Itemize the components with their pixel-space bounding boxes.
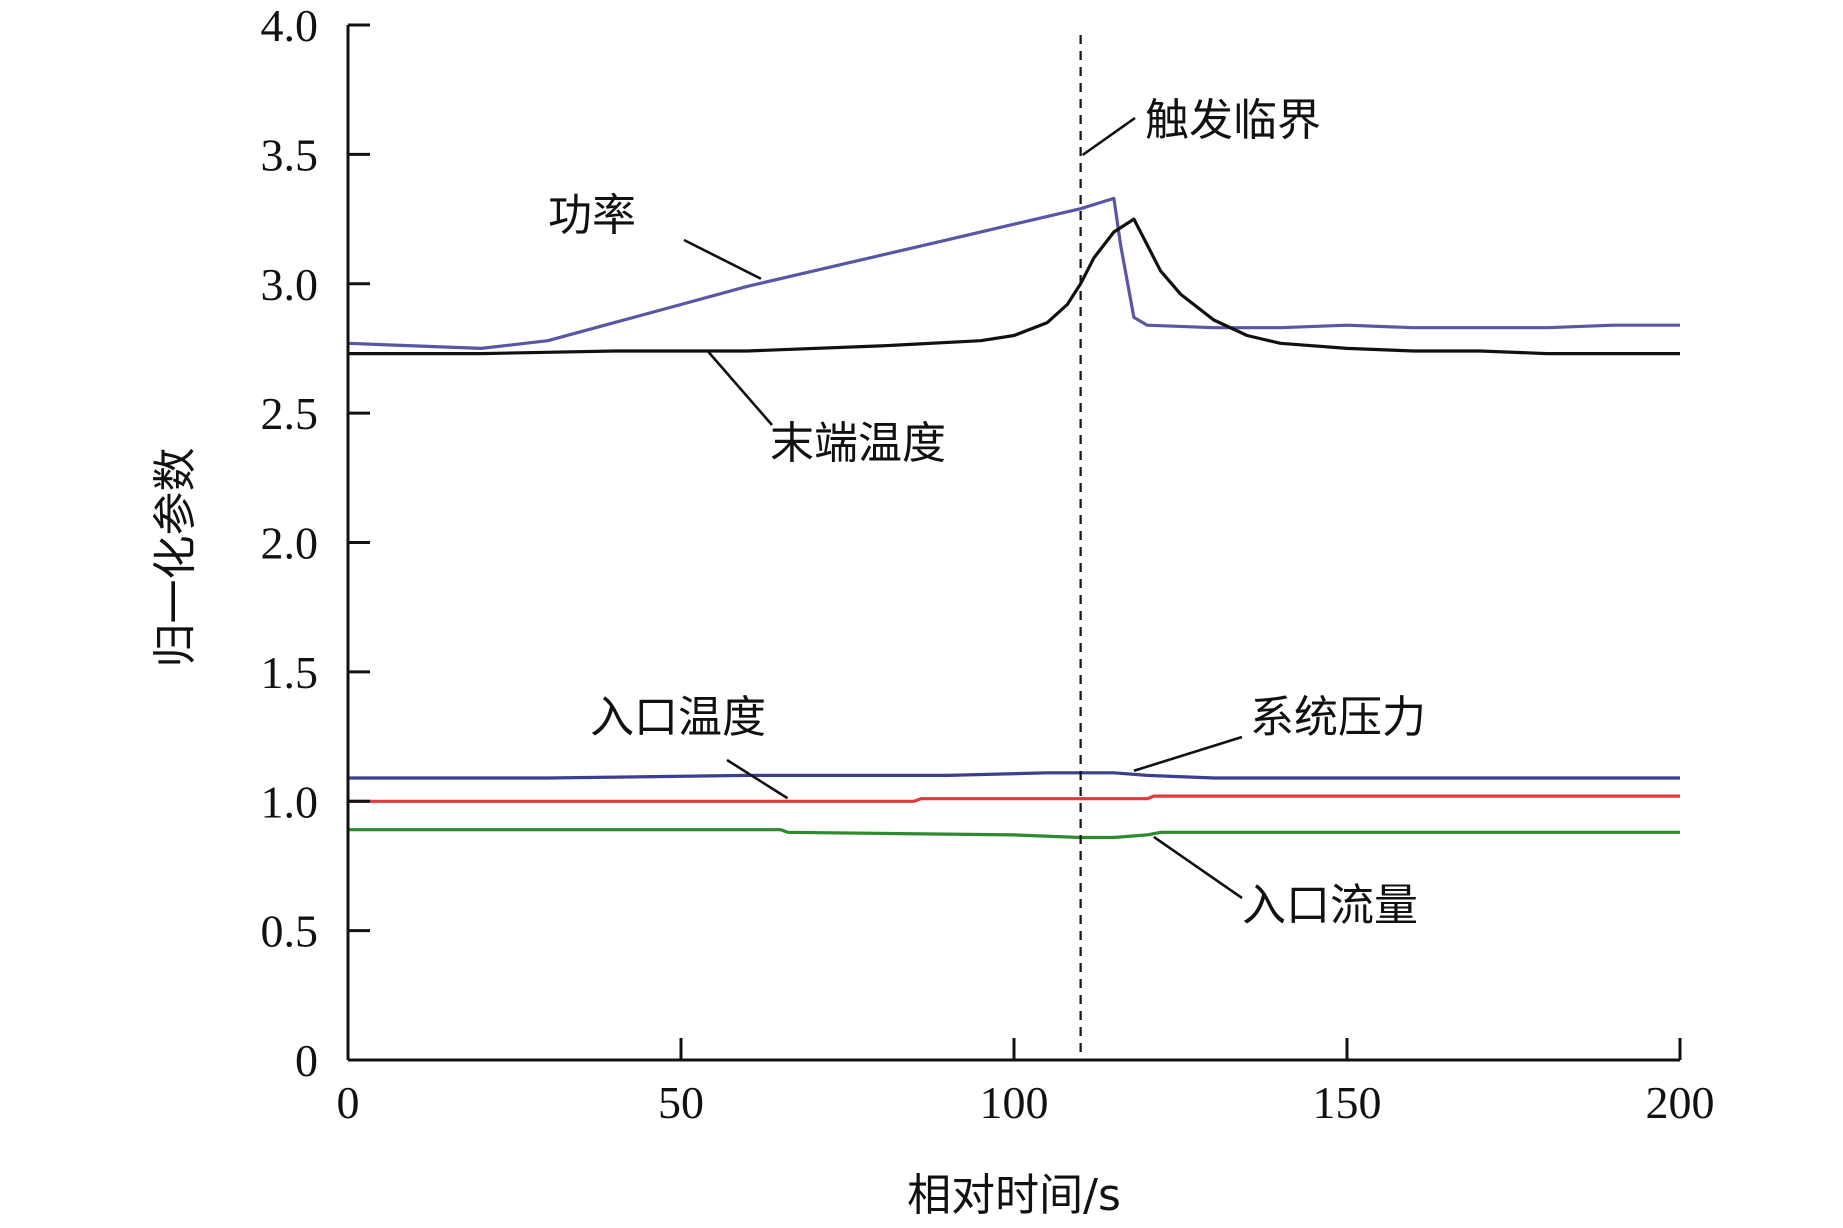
y-tick-label: 2.5 [261, 388, 319, 439]
y-tick-label: 2.0 [261, 518, 319, 569]
series-line-2 [348, 771, 1680, 780]
annotation-power-label: 功率 [548, 190, 636, 241]
annotation-inlet-flow-label: 入口流量 [1242, 880, 1418, 931]
annotation-system-pressure-leader [1133, 735, 1243, 773]
y-tick-label: 3.5 [261, 129, 319, 180]
x-tick-label: 150 [1313, 1077, 1382, 1128]
y-tick-label: 1.5 [261, 647, 319, 698]
x-axis-title: 相对时间/s [907, 1170, 1121, 1221]
annotation-end-temperature-leader [706, 350, 773, 426]
series-line-0 [347, 196, 1680, 350]
x-tick-label: 50 [658, 1077, 704, 1128]
x-tick-label: 200 [1646, 1077, 1715, 1128]
annotation-critical-label: 触发临界 [1145, 95, 1321, 146]
x-tick-label: 100 [980, 1077, 1049, 1128]
axes: 0 0.5 1.0 1.5 2.0 2.5 3.0 3.5 4.0 0 50 100 150 200 [261, 0, 1715, 1128]
series-line-1 [348, 217, 1680, 356]
annotation-end-temperature-label: 末端温度 [770, 418, 946, 469]
y-tick-label: 0.5 [261, 906, 319, 957]
annotation-inlet-temperature-label: 入口温度 [590, 692, 766, 743]
annotation-critical-leader [1081, 116, 1136, 157]
annotation-system-pressure-label: 系统压力 [1250, 692, 1426, 743]
series-line-3 [348, 794, 1680, 803]
annotation-inlet-temperature-leader [726, 758, 789, 800]
y-axis-title: 归一化参数 [150, 448, 201, 668]
series-line-4 [348, 828, 1680, 840]
y-tick-label: 4.0 [261, 0, 319, 51]
x-tick-label: 0 [337, 1077, 360, 1128]
y-tick-label: 1.0 [261, 776, 319, 827]
y-tick-label: 0 [295, 1035, 318, 1086]
plot-lines [347, 196, 1680, 840]
annotation-inlet-flow-leader [1153, 835, 1243, 900]
annotation-power-leader [683, 238, 762, 280]
y-tick-label: 3.0 [261, 259, 319, 310]
